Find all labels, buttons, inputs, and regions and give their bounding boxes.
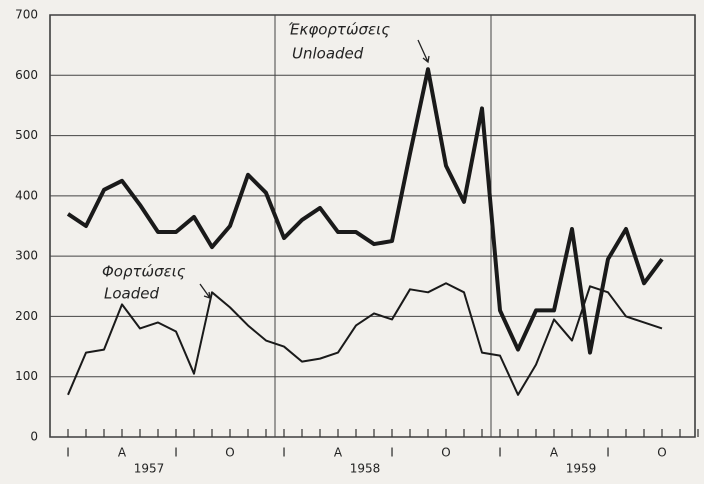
x-tick-label: O bbox=[657, 446, 666, 460]
x-tick-label: A bbox=[550, 446, 559, 460]
x-tick-label: I bbox=[282, 446, 286, 460]
x-tick-label: I bbox=[498, 446, 502, 460]
x-tick-label: I bbox=[66, 446, 70, 460]
y-tick-label: 700 bbox=[15, 8, 38, 22]
x-tick-label: I bbox=[390, 446, 394, 460]
year-label: 1957 bbox=[134, 462, 165, 476]
x-tick-label: O bbox=[441, 446, 450, 460]
x-tick-label: A bbox=[334, 446, 343, 460]
x-tick-label: A bbox=[118, 446, 127, 460]
annotation-arrow bbox=[417, 39, 430, 64]
year-label: 1958 bbox=[350, 462, 381, 476]
x-tick-label: O bbox=[225, 446, 234, 460]
year-label: 1959 bbox=[566, 462, 597, 476]
annotation: Έκφορτώσεις bbox=[288, 21, 390, 39]
annotation-arrow bbox=[199, 283, 211, 299]
x-tick-label: I bbox=[174, 446, 178, 460]
annotation: Loaded bbox=[104, 285, 159, 303]
y-tick-label: 0 bbox=[30, 430, 38, 444]
annotation: Φορτώσεις bbox=[102, 263, 186, 281]
y-tick-label: 100 bbox=[15, 369, 38, 383]
annotation: Unloaded bbox=[292, 45, 364, 63]
y-tick-label: 600 bbox=[15, 68, 38, 82]
series-line bbox=[66, 67, 664, 355]
y-tick-label: 500 bbox=[15, 128, 38, 142]
y-tick-label: 400 bbox=[15, 188, 38, 202]
series-line bbox=[67, 282, 663, 396]
y-tick-label: 300 bbox=[15, 249, 38, 263]
x-tick-label: I bbox=[606, 446, 610, 460]
y-tick-label: 200 bbox=[15, 309, 38, 323]
